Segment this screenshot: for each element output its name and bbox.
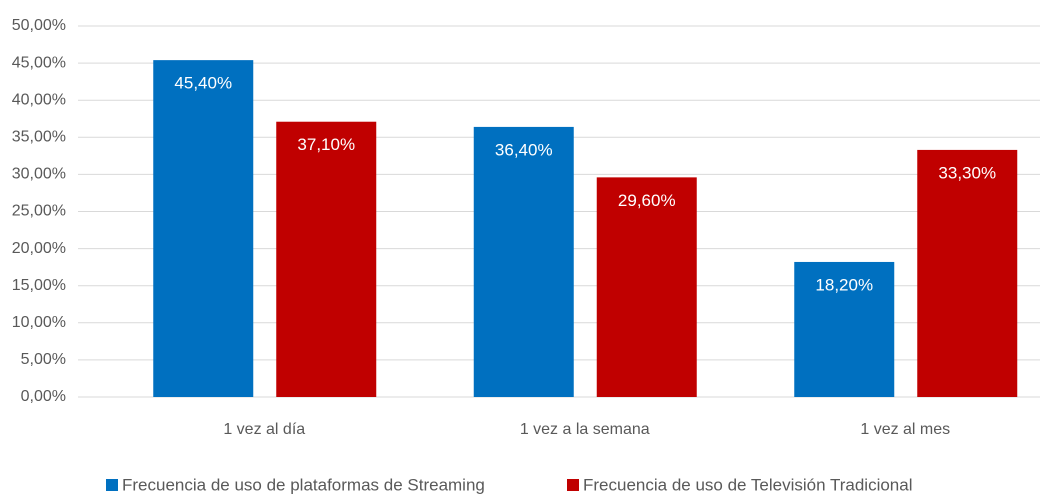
- bar: [153, 60, 254, 398]
- y-tick-label: 50,00%: [12, 17, 66, 34]
- data-label: 37,10%: [297, 135, 355, 154]
- bar: [473, 126, 574, 398]
- y-tick-label: 45,00%: [12, 54, 66, 71]
- bar: [596, 177, 697, 397]
- data-label: 18,20%: [815, 275, 873, 294]
- y-tick-label: 5,00%: [21, 351, 66, 368]
- x-tick-label: 1 vez al mes: [860, 421, 950, 438]
- y-tick-label: 20,00%: [12, 240, 66, 257]
- y-tick-label: 15,00%: [12, 277, 66, 294]
- y-tick-label: 35,00%: [12, 129, 66, 146]
- legend-swatch: [567, 479, 579, 491]
- data-label: 36,40%: [495, 140, 553, 159]
- y-tick-label: 25,00%: [12, 203, 66, 220]
- data-label: 33,30%: [938, 163, 996, 182]
- bar: [917, 149, 1018, 397]
- data-label: 45,40%: [174, 74, 232, 93]
- y-tick-label: 0,00%: [21, 388, 66, 405]
- bar: [794, 261, 895, 397]
- y-tick-label: 30,00%: [12, 166, 66, 183]
- legend-swatch: [106, 479, 118, 491]
- legend-label: Frecuencia de uso de Televisión Tradicio…: [583, 475, 913, 494]
- data-label: 29,60%: [618, 191, 676, 210]
- y-tick-label: 40,00%: [12, 91, 66, 108]
- legend-label: Frecuencia de uso de plataformas de Stre…: [122, 475, 485, 494]
- x-tick-label: 1 vez al día: [223, 421, 305, 438]
- x-tick-label: 1 vez a la semana: [520, 421, 650, 438]
- y-tick-label: 10,00%: [12, 314, 66, 331]
- bar: [276, 121, 377, 397]
